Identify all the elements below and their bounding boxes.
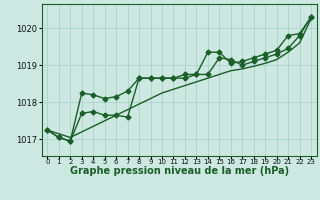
X-axis label: Graphe pression niveau de la mer (hPa): Graphe pression niveau de la mer (hPa) <box>70 166 289 176</box>
